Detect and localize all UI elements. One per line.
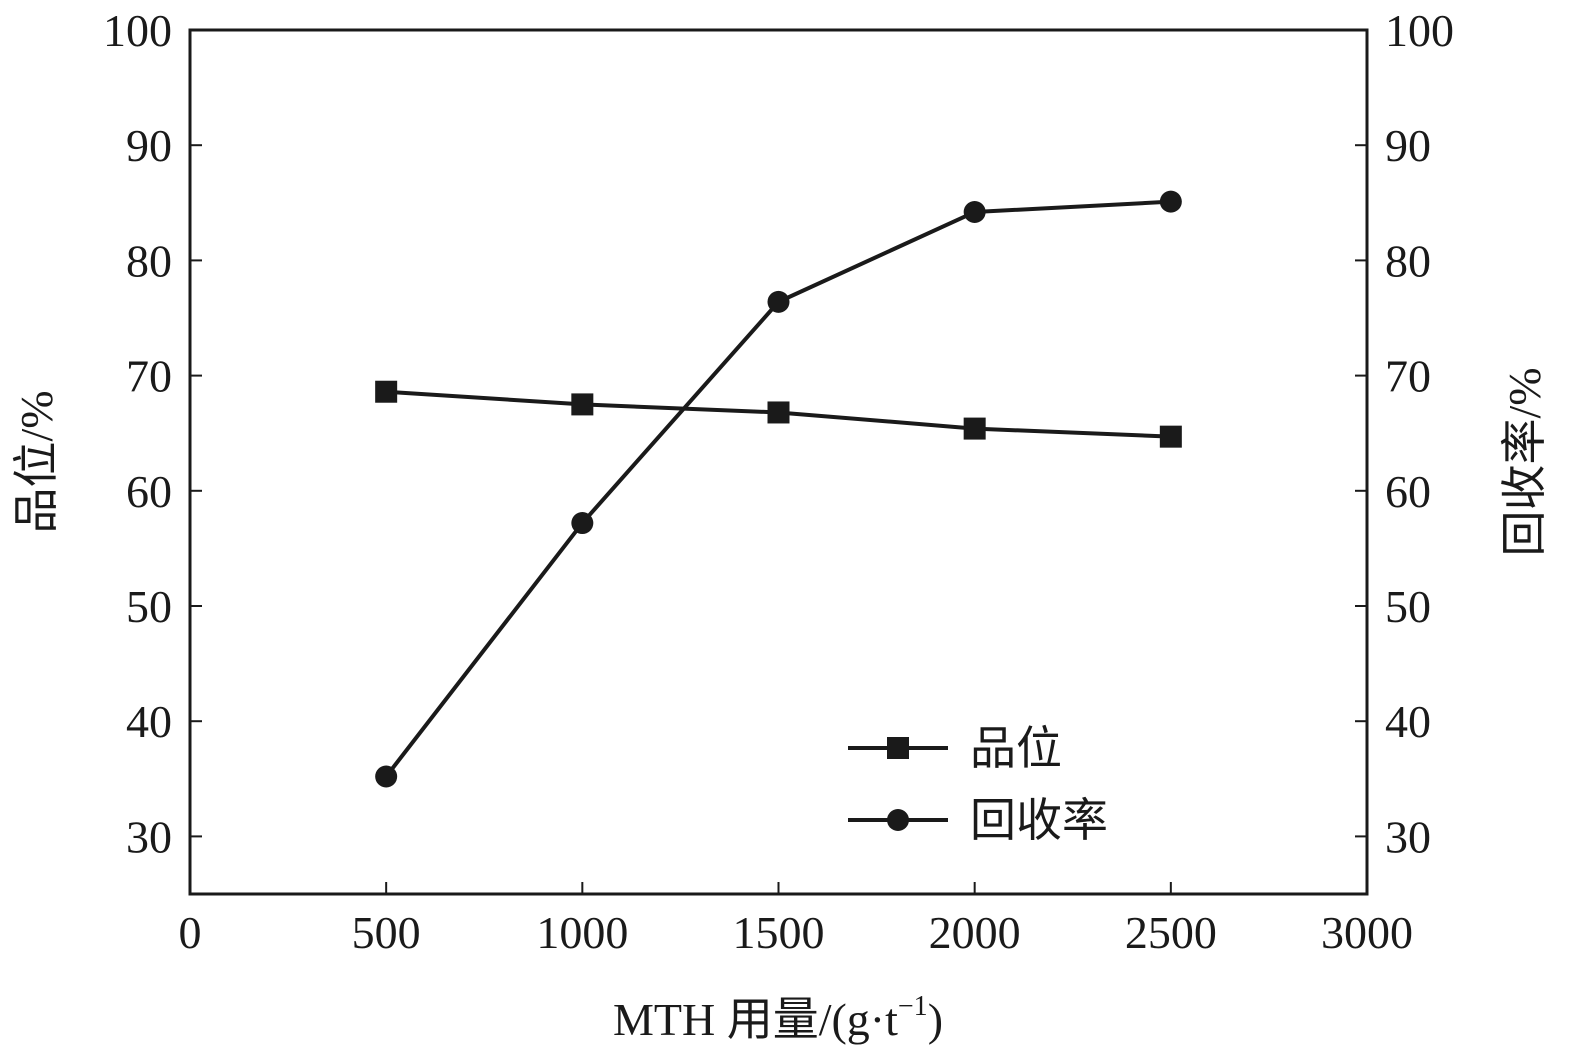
left-y-tick-label: 100: [103, 5, 172, 56]
right-y-tick-label: 70: [1385, 351, 1431, 402]
x-tick-label: 2500: [1125, 907, 1217, 958]
recovery-point: [767, 290, 790, 313]
x-tick-label: 1500: [733, 907, 825, 958]
right-y-tick-label: 80: [1385, 235, 1431, 286]
x-tick-label: 0: [179, 907, 202, 958]
right-y-axis: 30 40 50 60 70 80 90 100: [1355, 5, 1454, 862]
right-y-axis-title: 回收率/%: [1499, 367, 1550, 556]
series-line-1: [384, 199, 1171, 778]
grade-point: [375, 380, 398, 403]
x-tick-label: 3000: [1321, 907, 1413, 958]
recovery-point: [963, 201, 986, 224]
right-y-tick-label: 50: [1385, 581, 1431, 632]
left-y-tick-label: 80: [126, 235, 172, 286]
legend-label-grade: 品位: [970, 723, 1062, 774]
grade-point: [571, 393, 594, 416]
recovery-point: [375, 765, 398, 788]
right-y-tick-label: 100: [1385, 5, 1454, 56]
left-y-axis-title: 品位/%: [11, 390, 62, 533]
left-y-axis: 30 40 50 60 70 80 90 100: [103, 5, 202, 862]
x-tick-label: 2000: [929, 907, 1021, 958]
left-y-tick-label: 70: [126, 351, 172, 402]
left-y-tick-label: 50: [126, 581, 172, 632]
x-tick-label: 1000: [536, 907, 628, 958]
legend-marker-recovery: [887, 809, 909, 831]
right-y-tick-label: 90: [1385, 120, 1431, 171]
plot-frame: [188, 28, 1369, 896]
x-axis: 0 500 1000 1500 2000 2500 3000: [179, 882, 1413, 958]
legend-label-recovery: 回收率: [970, 795, 1108, 846]
recovery-point: [1159, 190, 1182, 213]
x-axis-title: MTH 用量/(g·t−1): [613, 991, 943, 1045]
legend-marker-grade: [887, 737, 909, 759]
left-y-tick-label: 40: [126, 696, 172, 747]
right-y-tick-label: 30: [1385, 811, 1431, 862]
recovery-point: [571, 512, 594, 535]
grade-point: [767, 401, 790, 424]
left-y-tick-label: 30: [126, 811, 172, 862]
right-y-tick-label: 40: [1385, 696, 1431, 747]
left-y-tick-label: 90: [126, 120, 172, 171]
grade-point: [963, 417, 986, 440]
right-y-tick-label: 60: [1385, 466, 1431, 517]
grade-point: [1159, 425, 1182, 448]
series-layer: [375, 190, 1182, 788]
x-tick-label: 500: [352, 907, 421, 958]
legend: 品位 回收率: [848, 723, 1108, 846]
left-y-tick-label: 60: [126, 466, 172, 517]
